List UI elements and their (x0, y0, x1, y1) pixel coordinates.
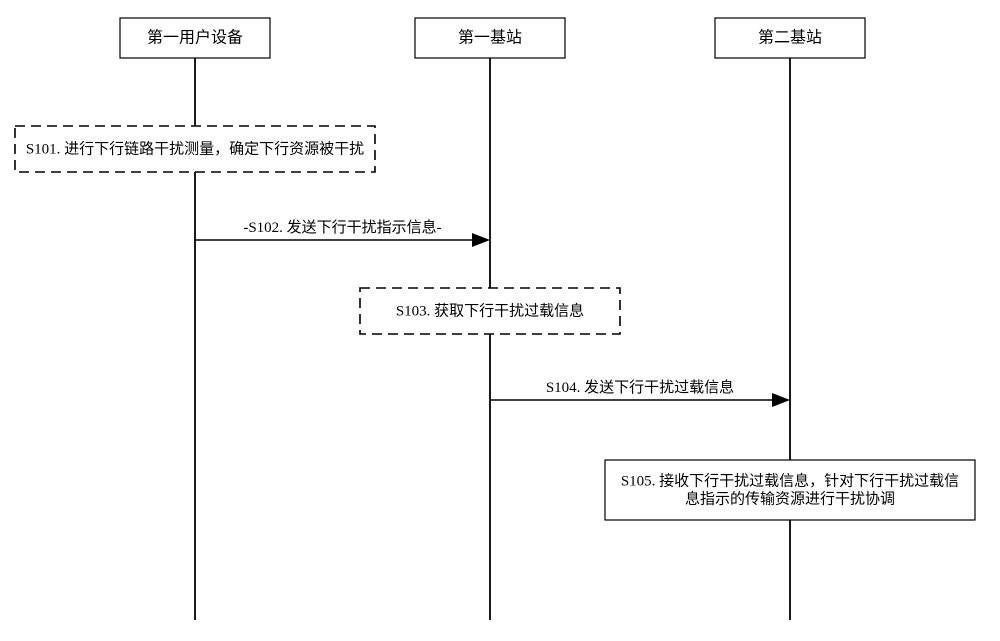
message-arrow-s102 (472, 233, 490, 247)
lifeline-label-ue1: 第一用户设备 (147, 29, 243, 47)
message-label-s104: S104. 发送下行干扰过载信息 (546, 379, 734, 396)
lifeline-label-bs2: 第二基站 (758, 29, 822, 47)
step-label-s103: S103. 获取下行干扰过载信息 (396, 302, 584, 319)
message-label-s102: -S102. 发送下行干扰指示信息- (243, 219, 441, 236)
step-label-s101: S101. 进行下行链路干扰测量，确定下行资源被干扰 (26, 140, 364, 157)
step-label-s105-line2: 息指示的传输资源进行干扰协调 (685, 490, 895, 507)
lifeline-label-bs1: 第一基站 (458, 29, 522, 47)
step-box-s105 (605, 460, 975, 520)
step-label-s105-line1: S105. 接收下行干扰过载信息，针对下行干扰过载信 (621, 472, 959, 489)
message-arrow-s104 (772, 393, 790, 407)
